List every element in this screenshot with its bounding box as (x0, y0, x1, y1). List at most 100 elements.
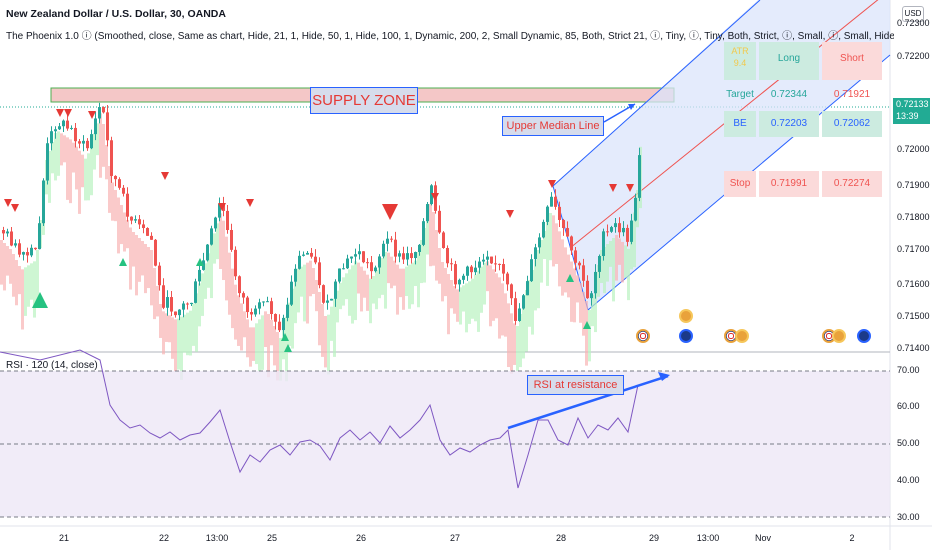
candle[interactable] (382, 243, 385, 257)
candle[interactable] (538, 237, 541, 248)
candle[interactable] (422, 221, 425, 245)
candle[interactable] (182, 303, 185, 310)
candle[interactable] (450, 263, 453, 265)
candle[interactable] (314, 256, 317, 263)
candle[interactable] (606, 231, 609, 233)
candle[interactable] (230, 230, 233, 250)
candle[interactable] (330, 298, 333, 301)
indicator-title[interactable]: The Phoenix 1.0 ⓘ (Smoothed, close, Same… (6, 31, 894, 42)
candle[interactable] (78, 141, 81, 144)
candle[interactable] (474, 267, 477, 273)
candle[interactable] (38, 223, 41, 250)
candle[interactable] (166, 297, 169, 308)
candle[interactable] (82, 140, 85, 144)
candle[interactable] (430, 185, 433, 205)
candle[interactable] (106, 112, 109, 141)
candle[interactable] (458, 279, 461, 285)
candle[interactable] (630, 220, 633, 242)
candle[interactable] (18, 243, 21, 255)
candle[interactable] (278, 321, 281, 331)
candle[interactable] (338, 268, 341, 282)
candle[interactable] (334, 281, 337, 299)
candle[interactable] (158, 265, 161, 286)
candle[interactable] (174, 311, 177, 316)
candle[interactable] (14, 243, 17, 246)
candle[interactable] (342, 268, 345, 270)
candle[interactable] (110, 140, 113, 176)
candle[interactable] (194, 281, 197, 303)
candle[interactable] (134, 219, 137, 221)
candle[interactable] (318, 262, 321, 286)
candle[interactable] (574, 250, 577, 263)
candle[interactable] (418, 244, 421, 252)
candle[interactable] (354, 254, 357, 257)
candle[interactable] (462, 275, 465, 280)
candle[interactable] (438, 210, 441, 233)
candle[interactable] (510, 284, 513, 299)
candle[interactable] (154, 239, 157, 266)
candle[interactable] (198, 269, 201, 282)
candle[interactable] (470, 266, 473, 273)
candle[interactable] (26, 252, 29, 256)
candle[interactable] (302, 254, 305, 256)
candle[interactable] (346, 258, 349, 269)
candle[interactable] (558, 206, 561, 220)
candle[interactable] (90, 134, 93, 149)
candle[interactable] (102, 107, 105, 113)
candle[interactable] (258, 302, 261, 309)
candle[interactable] (130, 216, 133, 221)
candle[interactable] (466, 266, 469, 276)
candle[interactable] (578, 262, 581, 266)
candle[interactable] (46, 143, 49, 181)
rsi-line[interactable] (0, 349, 639, 489)
currency-button[interactable]: USD (902, 6, 924, 22)
candle[interactable] (598, 256, 601, 272)
candle[interactable] (498, 263, 501, 265)
candle[interactable] (370, 262, 373, 272)
candle[interactable] (534, 247, 537, 260)
candle[interactable] (610, 227, 613, 232)
candle[interactable] (486, 256, 489, 260)
candle[interactable] (294, 268, 297, 282)
nz-flag-icon[interactable] (679, 329, 693, 343)
candle[interactable] (142, 224, 145, 229)
candle[interactable] (58, 126, 61, 130)
candle[interactable] (42, 180, 45, 224)
candle[interactable] (98, 107, 101, 119)
candle[interactable] (170, 297, 173, 312)
candle[interactable] (506, 273, 509, 285)
candle[interactable] (522, 295, 525, 309)
candle[interactable] (542, 221, 545, 238)
candle[interactable] (150, 235, 153, 240)
candle[interactable] (550, 196, 553, 207)
candle[interactable] (62, 120, 65, 127)
candle[interactable] (234, 249, 237, 277)
candle[interactable] (638, 155, 641, 198)
candle[interactable] (34, 247, 37, 250)
candle[interactable] (186, 303, 189, 305)
candle[interactable] (634, 197, 637, 221)
candle[interactable] (570, 236, 573, 251)
candle[interactable] (2, 230, 5, 234)
candle[interactable] (402, 253, 405, 260)
candle[interactable] (386, 238, 389, 244)
candle[interactable] (242, 293, 245, 298)
candle[interactable] (490, 256, 493, 264)
candle[interactable] (146, 228, 149, 236)
candle[interactable] (502, 264, 505, 274)
candle[interactable] (590, 293, 593, 299)
candle[interactable] (602, 231, 605, 257)
candle[interactable] (54, 129, 57, 132)
candle[interactable] (390, 238, 393, 240)
candle[interactable] (514, 298, 517, 321)
candle[interactable] (122, 187, 125, 194)
candle[interactable] (362, 251, 365, 263)
candle[interactable] (118, 179, 121, 188)
candle[interactable] (374, 267, 377, 272)
candle[interactable] (406, 253, 409, 260)
candle[interactable] (218, 204, 221, 218)
candle[interactable] (414, 251, 417, 259)
candle[interactable] (410, 253, 413, 259)
candle[interactable] (518, 308, 521, 321)
